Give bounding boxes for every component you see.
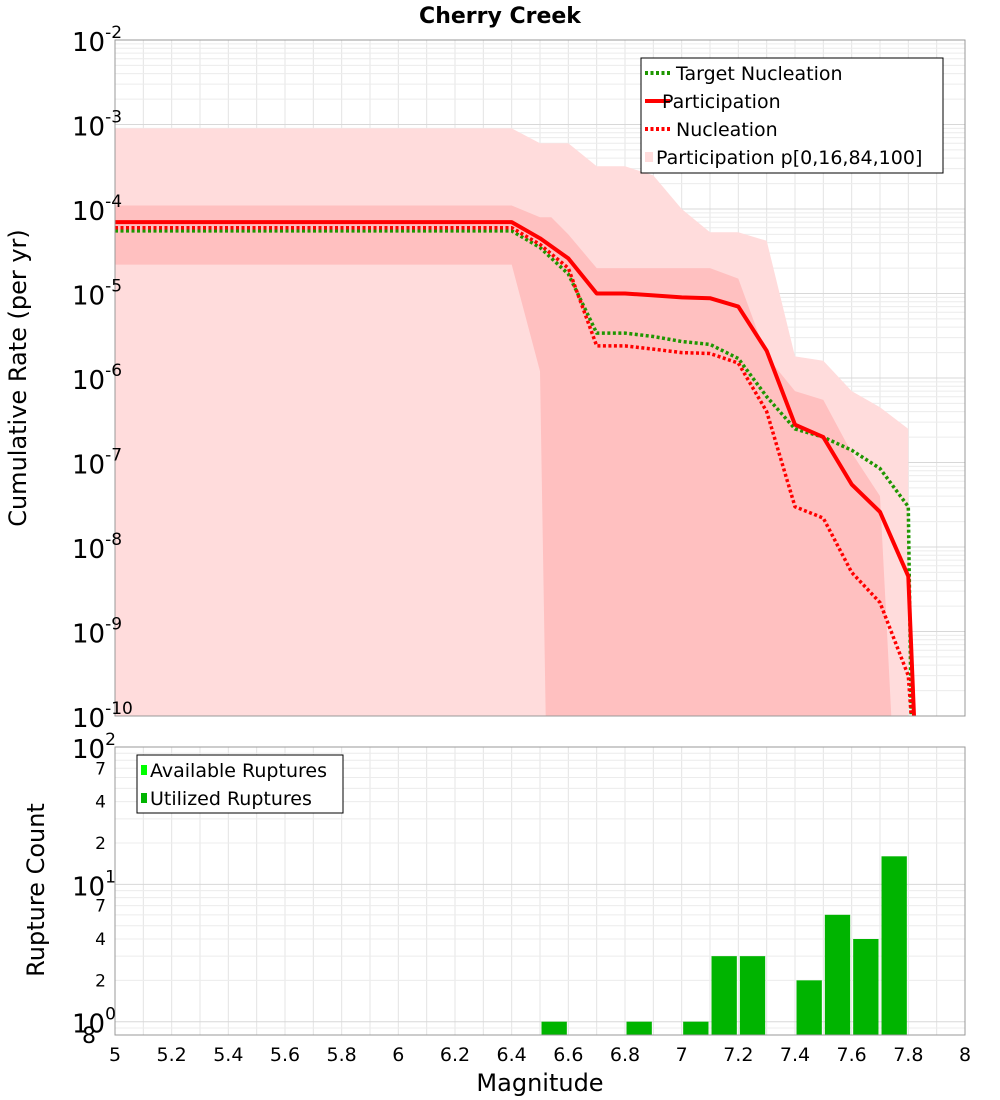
rate-plot: 10-2 10-3 10-4 10-5 10-6 10-7 10-8 10-9 10-10 Tar… <box>72 23 966 734</box>
y-tick-label: 10-9 <box>72 615 122 650</box>
x-tick-label: 5.4 <box>213 1044 243 1066</box>
y-minor-tick-label: 2 <box>95 834 106 854</box>
y-minor-tick-label: 8 <box>82 1024 96 1049</box>
y-tick-label: 10-2 <box>72 23 122 58</box>
y-minor-tick-label: 4 <box>95 930 106 950</box>
x-tick-label: 7 <box>676 1044 688 1066</box>
y-tick-label: 10-10 <box>72 699 133 734</box>
utilized-bar <box>683 1021 709 1035</box>
utilized-bar <box>796 980 822 1035</box>
x-tick-label: 6.2 <box>440 1044 470 1066</box>
y-tick-label: 102 <box>72 730 116 765</box>
y-tick-label: 10-3 <box>72 108 122 143</box>
y-tick-label: 10-4 <box>72 192 122 227</box>
series-line-nucleation <box>115 225 913 717</box>
x-axis-label: Magnitude <box>476 1069 603 1097</box>
bottom-y-axis-label: Rupture Count <box>22 803 50 977</box>
series-line-participation <box>115 220 916 717</box>
x-tick-label: 5.6 <box>270 1044 300 1066</box>
x-tick-label: 7.6 <box>837 1044 867 1066</box>
y-minor-tick-label: 4 <box>95 793 106 813</box>
legend-label: Available Ruptures <box>150 760 327 782</box>
legend-label: Utilized Ruptures <box>150 788 312 810</box>
y-tick-label: 10-8 <box>72 530 122 565</box>
plot-frame <box>114 746 966 1036</box>
series-line-target-nucleation <box>115 229 913 717</box>
utilized-bar <box>881 856 907 1035</box>
legend-label: Participation <box>662 91 781 113</box>
legend-top: Target Nucleation Participation Nucleation… <box>640 57 944 174</box>
band-p16-p84 <box>115 205 892 716</box>
legend-label: Target Nucleation <box>675 63 843 85</box>
utilized-bar <box>739 956 766 1035</box>
x-tick-label: 6.8 <box>610 1044 640 1066</box>
utilized-bar <box>626 1021 652 1035</box>
legend-box <box>136 754 344 814</box>
grid <box>114 747 966 1036</box>
legend-label: Nucleation <box>676 119 778 141</box>
chart-title: Cherry Creek <box>419 4 582 29</box>
y-minor-tick-label: 7 <box>95 897 106 917</box>
y-tick-label: 10-7 <box>72 446 122 481</box>
utilized-bar <box>824 914 851 1035</box>
y-minor-tick-label: 7 <box>95 759 106 779</box>
legend-label: Participation p[0,16,84,100] <box>656 147 922 169</box>
utilized-bar <box>853 939 879 1035</box>
x-tick-label: 7.4 <box>780 1044 810 1066</box>
y-tick-label: 101 <box>72 867 116 902</box>
x-tick-label: 6.6 <box>553 1044 583 1066</box>
legend-box <box>640 57 944 174</box>
legend-swatch <box>645 152 653 162</box>
x-tick-label: 5.2 <box>157 1044 187 1066</box>
x-tick-label: 8 <box>959 1044 971 1066</box>
y-tick-label: 100 <box>72 1005 116 1040</box>
x-tick-label: 7.8 <box>893 1044 923 1066</box>
top-y-axis-label: Cumulative Rate (per yr) <box>4 229 32 527</box>
x-tick-label: 7.2 <box>723 1044 753 1066</box>
x-tick-label: 6 <box>392 1044 404 1066</box>
y-tick-label: 10-6 <box>72 361 122 396</box>
x-tick-label: 5.8 <box>327 1044 357 1066</box>
utilized-bar <box>711 956 737 1035</box>
legend-bottom: Available Ruptures Utilized Ruptures <box>136 754 344 814</box>
y-minor-tick-label: 2 <box>95 971 106 991</box>
plot-frame <box>114 39 966 717</box>
legend-swatch <box>141 765 147 775</box>
y-tick-label: 10-5 <box>72 277 122 312</box>
x-tick-label: 6.4 <box>497 1044 527 1066</box>
utilized-bar <box>541 1021 567 1035</box>
legend-swatch <box>141 793 147 803</box>
x-tick-label: 5 <box>109 1044 121 1066</box>
